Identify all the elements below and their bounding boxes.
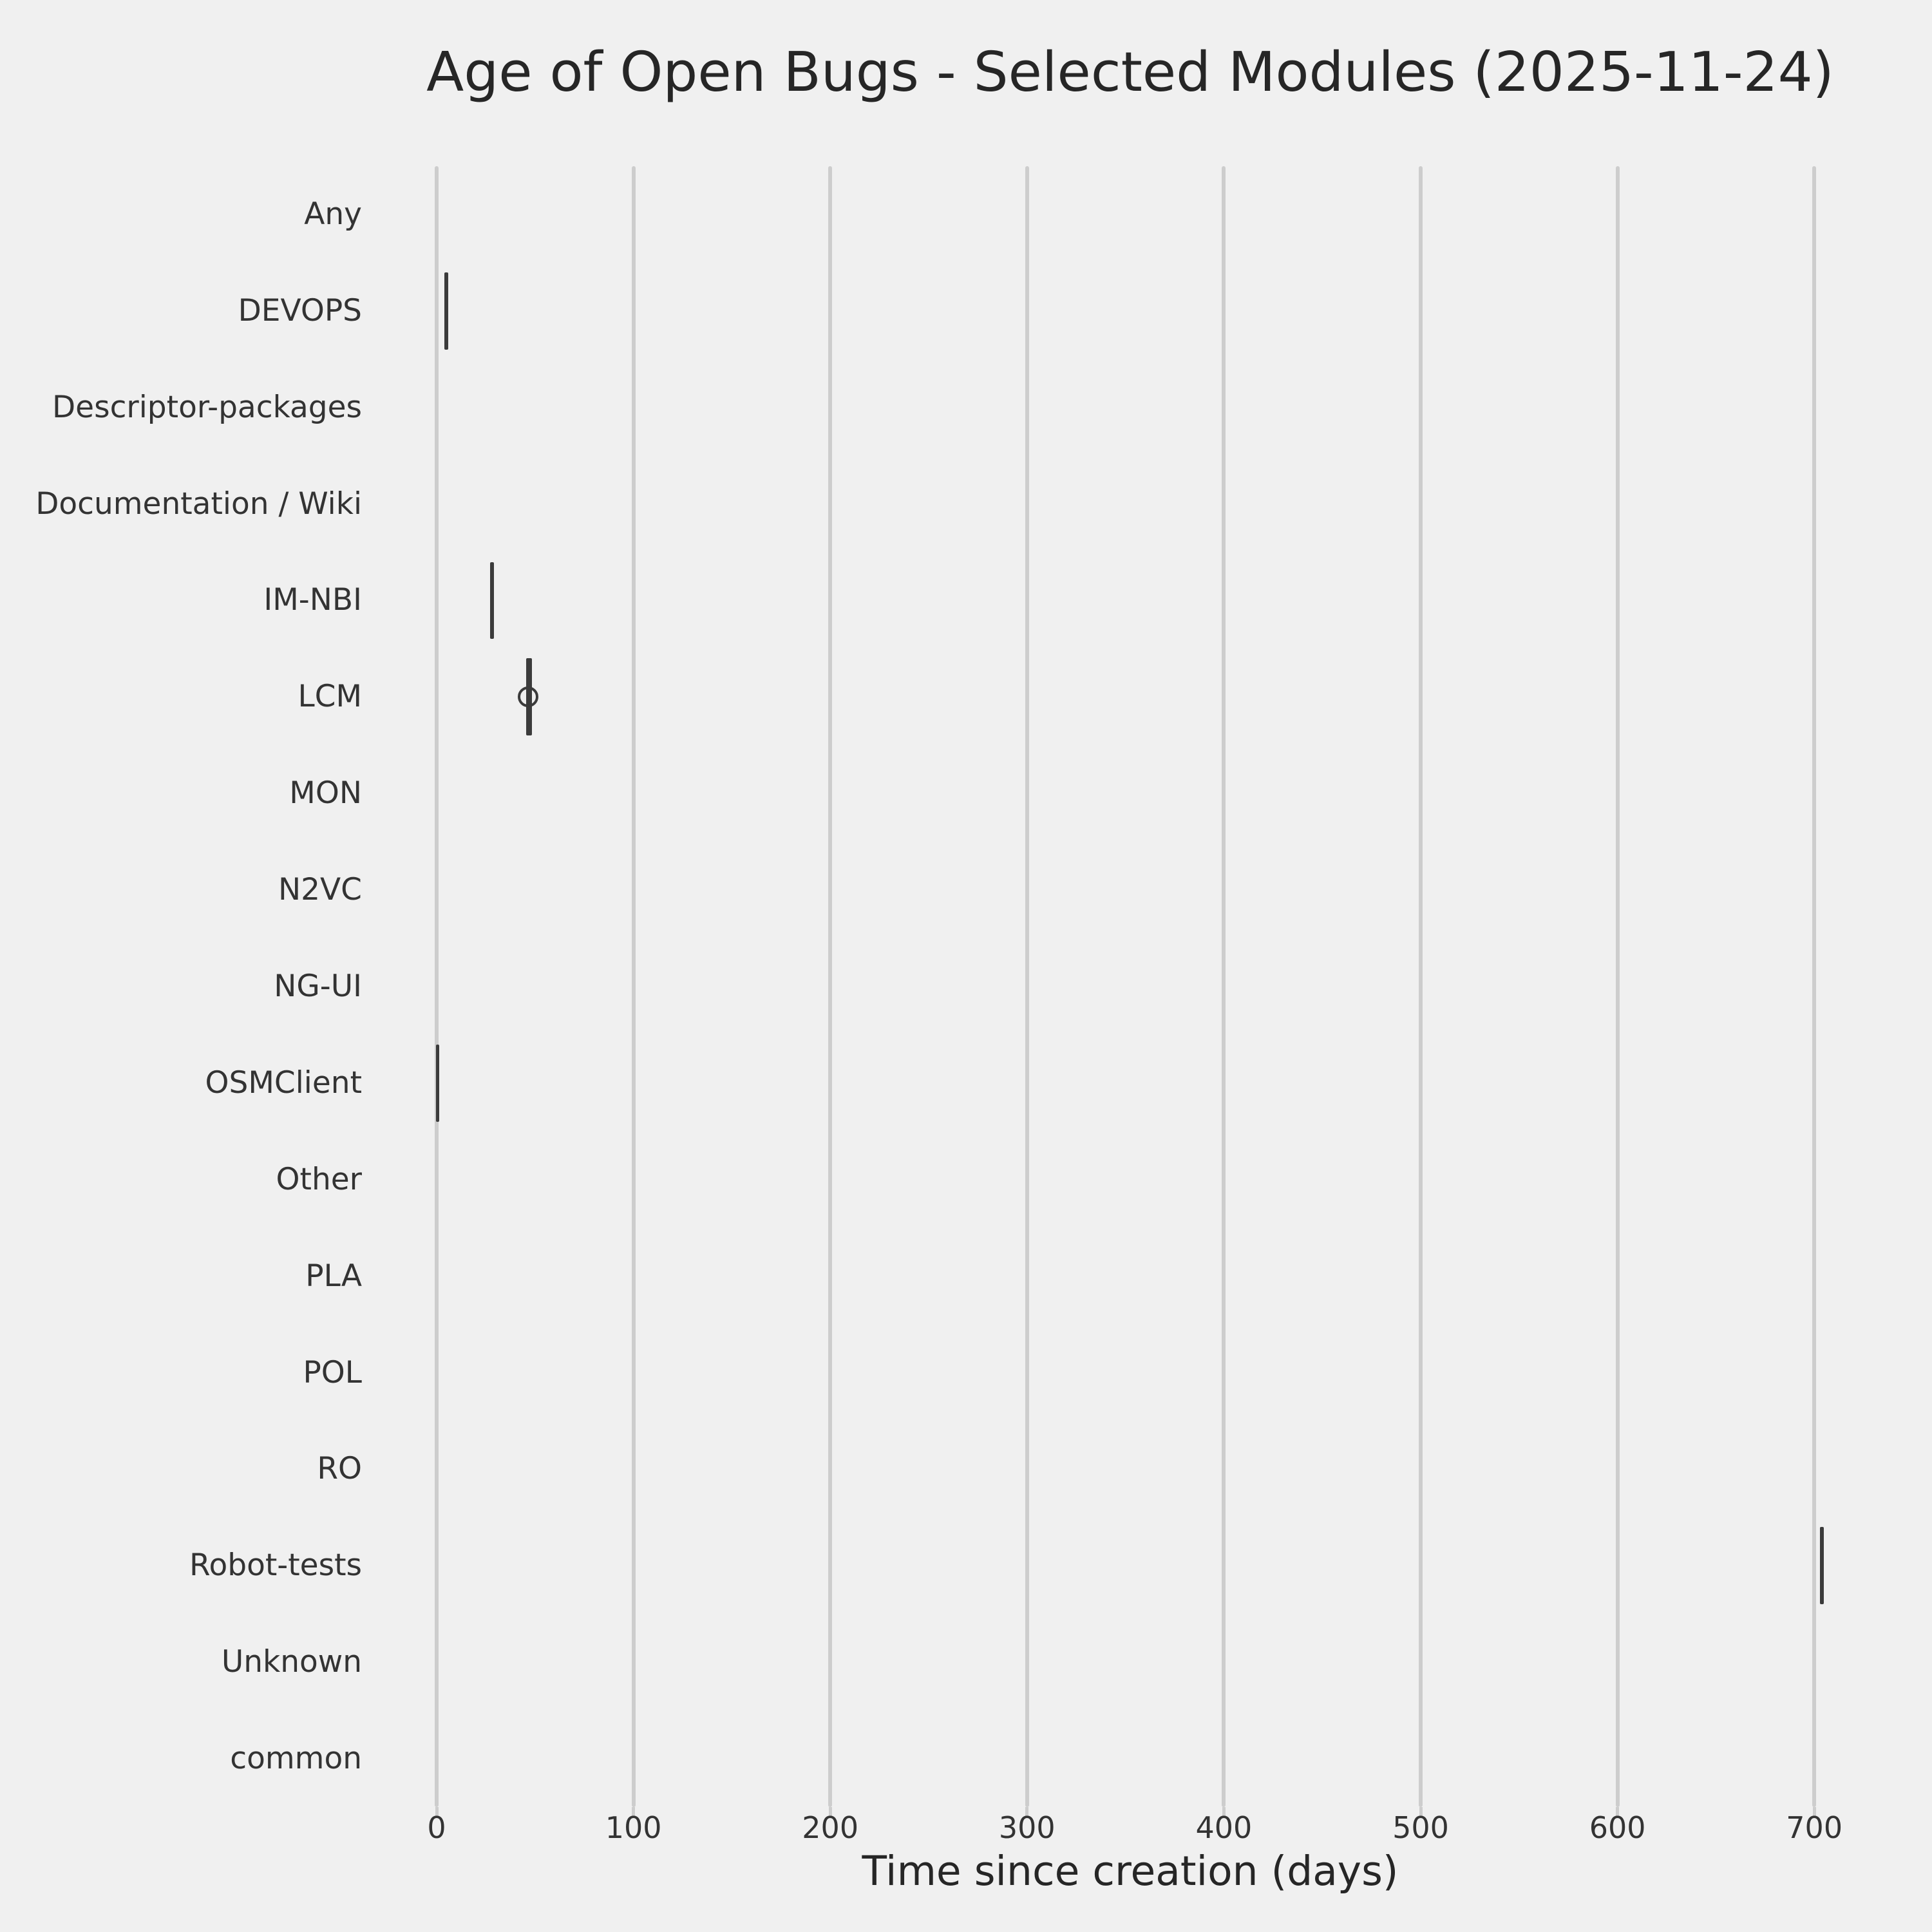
x-tick-label: 600 xyxy=(1589,1810,1646,1845)
box-mark-osmclient xyxy=(436,1044,440,1122)
box-mark-robot-tests xyxy=(1820,1527,1824,1605)
x-tick-label: 100 xyxy=(605,1810,662,1845)
x-axis-label: Time since creation (days) xyxy=(862,1848,1399,1895)
y-tick-label: Any xyxy=(304,196,362,232)
x-gridline xyxy=(1812,166,1817,1807)
x-tick-mark xyxy=(632,1807,636,1816)
y-tick-label: Documentation / Wiki xyxy=(35,486,362,522)
y-tick-label: common xyxy=(230,1741,362,1777)
x-gridline xyxy=(1025,166,1029,1807)
x-gridline xyxy=(1222,166,1226,1807)
y-tick-label: DEVOPS xyxy=(238,292,362,328)
y-tick-label: OSMClient xyxy=(205,1065,362,1101)
y-tick-label: PLA xyxy=(305,1258,362,1294)
x-tick-mark xyxy=(1419,1807,1423,1816)
x-tick-label: 300 xyxy=(998,1810,1056,1845)
y-tick-label: Robot-tests xyxy=(189,1548,362,1584)
x-tick-label: 400 xyxy=(1195,1810,1253,1845)
x-gridline xyxy=(435,166,439,1807)
x-tick-label: 700 xyxy=(1786,1810,1843,1845)
y-tick-label: POL xyxy=(303,1354,362,1390)
y-tick-label: LCM xyxy=(298,679,362,715)
y-tick-label: Other xyxy=(276,1161,362,1197)
x-gridline xyxy=(631,166,636,1807)
x-tick-mark xyxy=(1812,1807,1816,1816)
y-tick-label: RO xyxy=(317,1451,362,1487)
y-tick-label: IM-NBI xyxy=(263,582,362,618)
chart-title: Age of Open Bugs - Selected Modules (202… xyxy=(426,41,1834,104)
x-tick-mark xyxy=(828,1807,832,1816)
x-tick-mark xyxy=(1616,1807,1620,1816)
outlier-circle xyxy=(518,687,539,708)
x-tick-mark xyxy=(1025,1807,1029,1816)
x-tick-mark xyxy=(1222,1807,1226,1816)
y-tick-label: Unknown xyxy=(221,1644,362,1680)
x-gridline xyxy=(1419,166,1423,1807)
x-tick-label: 500 xyxy=(1392,1810,1449,1845)
x-gridline xyxy=(1615,166,1620,1807)
y-tick-label: NG-UI xyxy=(274,969,362,1004)
y-tick-label: MON xyxy=(289,775,362,811)
x-gridline xyxy=(828,166,833,1807)
box-mark-devops xyxy=(444,272,449,350)
x-tick-mark xyxy=(435,1807,439,1816)
y-tick-label: Descriptor-packages xyxy=(52,389,362,425)
y-tick-label: N2VC xyxy=(278,872,362,908)
x-tick-label: 200 xyxy=(802,1810,859,1845)
box-mark-im-nbi xyxy=(489,562,494,639)
x-tick-label: 0 xyxy=(427,1810,446,1845)
